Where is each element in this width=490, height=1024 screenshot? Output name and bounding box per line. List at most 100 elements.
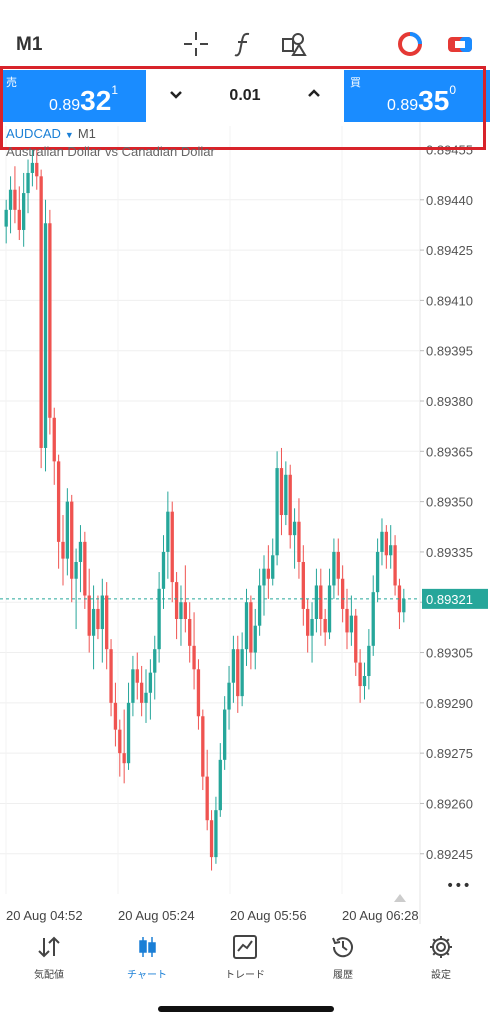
y-tick-label: 0.89335 [426, 545, 473, 560]
candle-up [100, 595, 104, 630]
y-tick-label: 0.89260 [426, 796, 473, 811]
lot-size-value[interactable]: 0.01 [229, 87, 261, 104]
decrease-lot-chevron-down-icon[interactable] [166, 84, 186, 104]
candle-up [380, 531, 384, 552]
y-tick-label: 0.89440 [426, 193, 473, 208]
chart-candles-icon [139, 937, 156, 957]
nav-label-history: 履歴 [333, 970, 353, 981]
candle-down [122, 753, 126, 764]
chart-menu-dots-icon[interactable]: ••• [446, 878, 471, 894]
symbol-dropdown-icon[interactable]: ▼ [64, 130, 74, 140]
candle-up [22, 193, 26, 230]
candle-up [367, 645, 371, 677]
nav-label-quotes: 気配値 [34, 970, 64, 981]
candle-up [231, 649, 236, 683]
scroll-to-end-icon[interactable] [394, 894, 406, 902]
candle-down [196, 669, 201, 717]
buy-price: 0.89350 [387, 83, 456, 116]
candle-down [323, 618, 327, 633]
candle-up [157, 588, 161, 650]
trade-type-icon[interactable] [396, 30, 424, 58]
candle-down [354, 615, 358, 663]
candle-down [183, 602, 187, 619]
candle-down [70, 501, 74, 579]
candle-up [327, 585, 332, 633]
nav-chart[interactable]: チャート [98, 930, 196, 990]
candle-down [397, 585, 402, 613]
candle-down [393, 545, 397, 586]
candle-down [336, 551, 340, 579]
candle-down [306, 608, 310, 636]
candle-up [43, 223, 48, 448]
current-price-badge [422, 588, 488, 609]
chart-color-icon[interactable] [446, 30, 474, 58]
objects-icon[interactable] [280, 30, 308, 58]
candle-up [91, 608, 96, 636]
candle-up [371, 592, 375, 646]
candle-up [179, 602, 183, 619]
candle-up [310, 618, 314, 636]
x-tick-label: 20 Aug 05:24 [118, 908, 195, 923]
quotes-icon [38, 936, 60, 958]
nav-settings[interactable]: 設定 [392, 930, 490, 990]
candle-up [30, 162, 35, 173]
sell-label: 売 [6, 77, 17, 89]
candle-up [332, 551, 336, 586]
candle-down [139, 682, 144, 703]
nav-label-trade: トレード [225, 970, 265, 981]
x-tick-label: 20 Aug 05:56 [230, 908, 307, 923]
settings-icon [430, 936, 452, 958]
candle-down [174, 582, 179, 619]
candle-up [144, 692, 148, 703]
y-tick-label: 0.89350 [426, 495, 473, 510]
candle-down [188, 618, 192, 646]
timeframe-selector[interactable]: M1 [16, 34, 43, 55]
candle-up [389, 545, 393, 556]
crosshair-icon[interactable] [182, 30, 210, 58]
candle-up [218, 759, 222, 811]
candle-down [83, 541, 87, 596]
nav-label-chart: チャート [127, 970, 167, 981]
candle-down [209, 820, 214, 858]
candle-down [48, 223, 52, 418]
symbol-timeframe: M1 [77, 126, 96, 141]
buy-button[interactable]: 買 0.89350 [344, 70, 490, 122]
candle-down [358, 662, 362, 687]
top-toolbar: M1 [0, 0, 490, 68]
candle-down [205, 776, 209, 821]
function-icon[interactable] [230, 30, 258, 58]
nav-quotes[interactable]: 気配値 [0, 930, 98, 990]
increase-lot-chevron-up-icon[interactable] [304, 84, 324, 104]
candle-down [319, 585, 323, 619]
candle-down [384, 531, 388, 556]
home-indicator [158, 1006, 334, 1012]
candle-up [262, 568, 266, 586]
symbol-name[interactable]: AUDCAD [6, 126, 61, 141]
candle-up [8, 189, 13, 210]
y-tick-label: 0.89395 [426, 344, 473, 359]
candle-up [65, 501, 70, 559]
sell-button[interactable]: 売 0.89321 [0, 70, 146, 122]
nav-trade[interactable]: トレード [196, 930, 294, 990]
candle-down [35, 162, 39, 177]
y-tick-label: 0.89305 [426, 646, 473, 661]
history-icon [332, 937, 353, 958]
candle-up [314, 585, 319, 619]
candle-down [109, 649, 113, 703]
candle-down [13, 189, 17, 210]
y-tick-label: 0.89365 [426, 444, 473, 459]
candle-down [297, 521, 301, 562]
candle-up [375, 551, 380, 593]
y-tick-label: 0.89275 [426, 746, 473, 761]
symbol-info[interactable]: AUDCAD ▼ M1 [6, 126, 96, 141]
candle-down [61, 541, 65, 559]
y-tick-label: 0.89245 [426, 847, 473, 862]
current-price-label: 0.89321 [426, 592, 473, 607]
candle-up [166, 511, 170, 552]
price-chart[interactable]: 0.894550.894400.894250.894100.893950.893… [0, 122, 490, 930]
candle-up [74, 561, 78, 579]
buy-label: 買 [350, 77, 361, 89]
highlight-box [0, 66, 486, 150]
symbol-description: Australian Dollar vs Canadian Dollar [6, 144, 215, 159]
nav-history[interactable]: 履歴 [294, 930, 392, 990]
